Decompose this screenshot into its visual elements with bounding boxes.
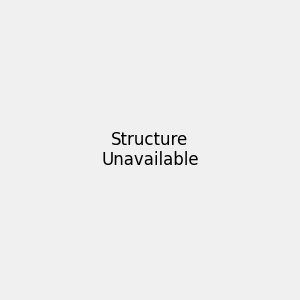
Text: Structure
Unavailable: Structure Unavailable	[101, 130, 199, 170]
